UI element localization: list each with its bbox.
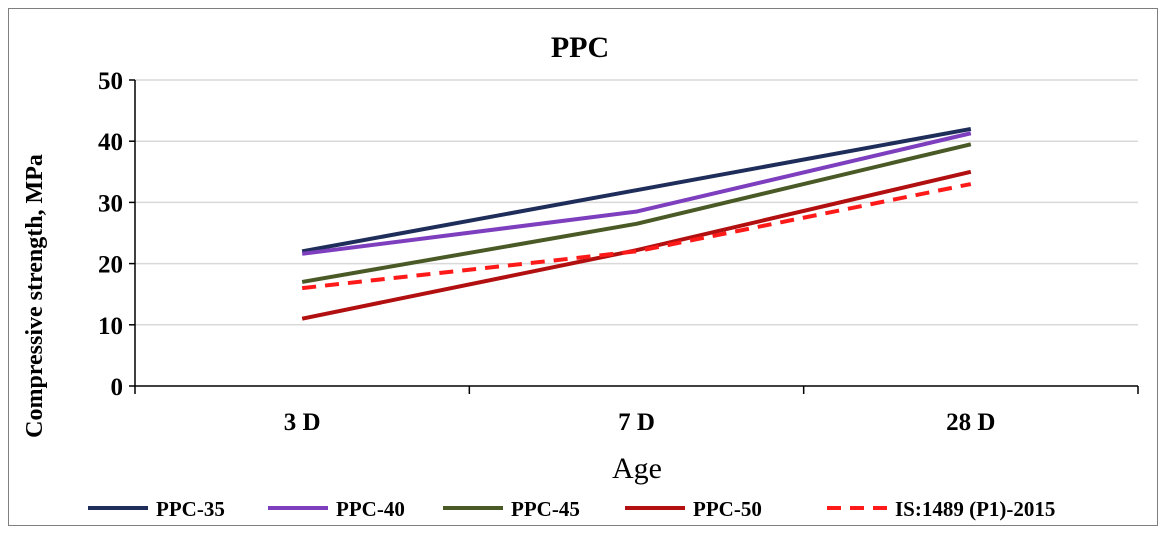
x-tick-label: 28 D	[946, 409, 995, 436]
series-line-0	[301, 126, 972, 254]
y-tick-label: 20	[98, 252, 123, 279]
y-axis-ticks: 0 10 20 30 40 50	[98, 68, 135, 401]
gridlines	[135, 79, 1138, 326]
series-line-1	[301, 131, 972, 256]
legend-label-3: PPC-50	[693, 497, 762, 521]
legend-label-2: PPC-45	[511, 497, 580, 521]
y-tick-label: 50	[98, 68, 123, 95]
chart-frame	[8, 8, 1158, 526]
legend: PPC-35 PPC-40 PPC-45 PPC-50 IS:1489 (P1)-201…	[88, 497, 1055, 521]
series-line-3	[301, 169, 972, 321]
x-axis-ticks: 3 D 7 D 28 D	[134, 386, 1139, 436]
series-line-2	[301, 142, 972, 284]
chart-title: PPC	[551, 31, 609, 64]
legend-label-1: PPC-40	[336, 497, 405, 521]
x-axis-label: Age	[612, 452, 662, 485]
y-tick-label: 10	[98, 313, 123, 340]
series-line-4	[301, 182, 972, 291]
legend-label-4: IS:1489 (P1)-2015	[895, 497, 1055, 521]
y-tick-label: 0	[111, 374, 124, 401]
y-tick-label: 40	[98, 129, 123, 156]
y-axis-label: Compressive strength, MPa	[22, 154, 48, 438]
y-tick-label: 30	[98, 190, 123, 217]
x-tick-label: 3 D	[284, 409, 321, 436]
axes	[134, 80, 1138, 387]
series-lines	[301, 126, 972, 321]
x-tick-label: 7 D	[618, 409, 655, 436]
legend-label-0: PPC-35	[156, 497, 225, 521]
